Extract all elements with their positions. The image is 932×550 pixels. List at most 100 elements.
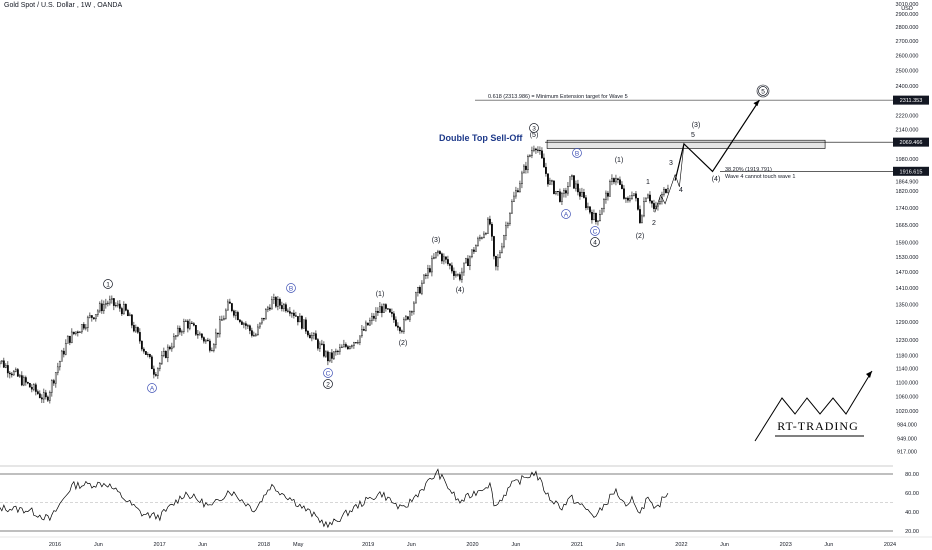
candle-body <box>483 233 485 238</box>
candle-body <box>309 334 311 339</box>
price-tag-bg <box>893 166 929 176</box>
candle-body <box>451 265 453 272</box>
candle-body <box>250 330 253 336</box>
price-tick-label: 1230.000 <box>896 338 919 344</box>
price-tick-label: 2220.000 <box>896 113 919 119</box>
price-tick-label: 1350.000 <box>896 302 919 308</box>
candle-body <box>246 325 249 327</box>
candle-body <box>421 282 423 294</box>
candle-body <box>168 346 171 350</box>
candle-body <box>365 322 367 331</box>
watermark-text: RT-TRADING <box>777 419 859 433</box>
candle-body <box>545 166 547 174</box>
candle-body <box>188 322 191 329</box>
price-tick-label: 2400.000 <box>896 84 919 90</box>
candle-body <box>653 203 655 209</box>
candle-body <box>260 317 263 324</box>
title-separator: , <box>93 2 96 9</box>
candle-body <box>511 201 513 214</box>
time-tick-label: 2023 <box>780 542 792 548</box>
price-tick-label: 1290.000 <box>896 320 919 326</box>
wave-label-letter-circle <box>323 368 333 378</box>
wave-label-circled-circle <box>590 237 600 247</box>
rsi-tick-label: 80.00 <box>905 472 919 478</box>
price-tick-label: 2140.000 <box>896 127 919 133</box>
double-top-label: Double Top Sell-Off <box>439 133 523 143</box>
candle-body <box>4 365 7 368</box>
wave-label-paren: (4) <box>456 287 465 294</box>
candle-body <box>643 201 645 217</box>
candle-body <box>625 197 627 199</box>
candle-body <box>26 382 29 384</box>
candle-body <box>228 301 231 304</box>
candle-body <box>206 339 209 342</box>
price-tick-label: 1864.900 <box>896 180 919 186</box>
candle-body <box>529 155 531 157</box>
price-tick-label: 1060.000 <box>896 394 919 400</box>
projection-arrowhead <box>753 100 760 107</box>
candle-body <box>491 223 493 237</box>
wave-label-circled: 5 <box>761 88 765 95</box>
candle-body <box>307 330 309 336</box>
candle-body <box>373 315 375 319</box>
candle-body <box>335 350 337 353</box>
rsi-tick-label: 60.00 <box>905 491 919 497</box>
wave-label-plain: 4 <box>679 187 683 194</box>
candle-body <box>110 298 113 300</box>
candle-body <box>264 309 267 320</box>
candle-body <box>194 325 197 335</box>
candle-body <box>509 212 511 224</box>
candle-body <box>218 319 221 335</box>
candle-body <box>174 335 177 337</box>
candle-body <box>160 355 163 364</box>
candle-body <box>300 315 303 329</box>
candle-body <box>112 298 115 306</box>
candle-body <box>274 297 277 307</box>
candle-body <box>385 304 387 309</box>
time-tick-label: 2021 <box>571 542 583 548</box>
candle-body <box>84 327 87 329</box>
candle-body <box>114 305 117 307</box>
wave-label-letter: C <box>593 228 598 235</box>
price-tick-label: 949.000 <box>897 436 917 442</box>
candle-body <box>463 262 465 273</box>
candle-body <box>469 256 471 267</box>
candle-body <box>551 180 553 182</box>
wave-label-letter: A <box>564 211 569 218</box>
candle-body <box>288 311 291 314</box>
candle-body <box>258 322 261 328</box>
candle-body <box>647 194 649 199</box>
candle-body <box>537 149 539 151</box>
candle-body <box>663 188 665 195</box>
price-tick-label: 3010.000 <box>896 2 919 8</box>
candle-body <box>208 340 211 351</box>
candle-body <box>541 150 543 159</box>
candle-body <box>393 313 395 320</box>
candle-body <box>276 298 279 307</box>
candle-body <box>331 352 333 359</box>
candle-body <box>222 318 225 321</box>
candle-body <box>645 197 647 202</box>
candle-body <box>433 257 435 259</box>
candle-body <box>493 236 495 257</box>
candle-body <box>437 251 439 253</box>
wave-label-plain: 3 <box>669 160 673 167</box>
wave-label-paren: (4) <box>712 176 721 183</box>
candle-body <box>184 320 187 322</box>
wave-label-circled-circle <box>323 379 333 389</box>
candle-body <box>413 302 415 312</box>
candle-body <box>569 176 571 187</box>
candle-body <box>6 365 9 374</box>
candle-body <box>130 314 133 326</box>
candle-body <box>465 258 467 264</box>
price-tick-label: 1020.000 <box>896 409 919 415</box>
candle-body <box>637 197 639 210</box>
price-tick-label: 1100.000 <box>896 380 919 386</box>
candle-body <box>641 215 643 223</box>
candle-body <box>282 304 285 309</box>
candle-body <box>407 316 409 320</box>
candle-body <box>192 323 195 326</box>
candle-body <box>401 330 403 332</box>
candle-body <box>34 384 37 392</box>
